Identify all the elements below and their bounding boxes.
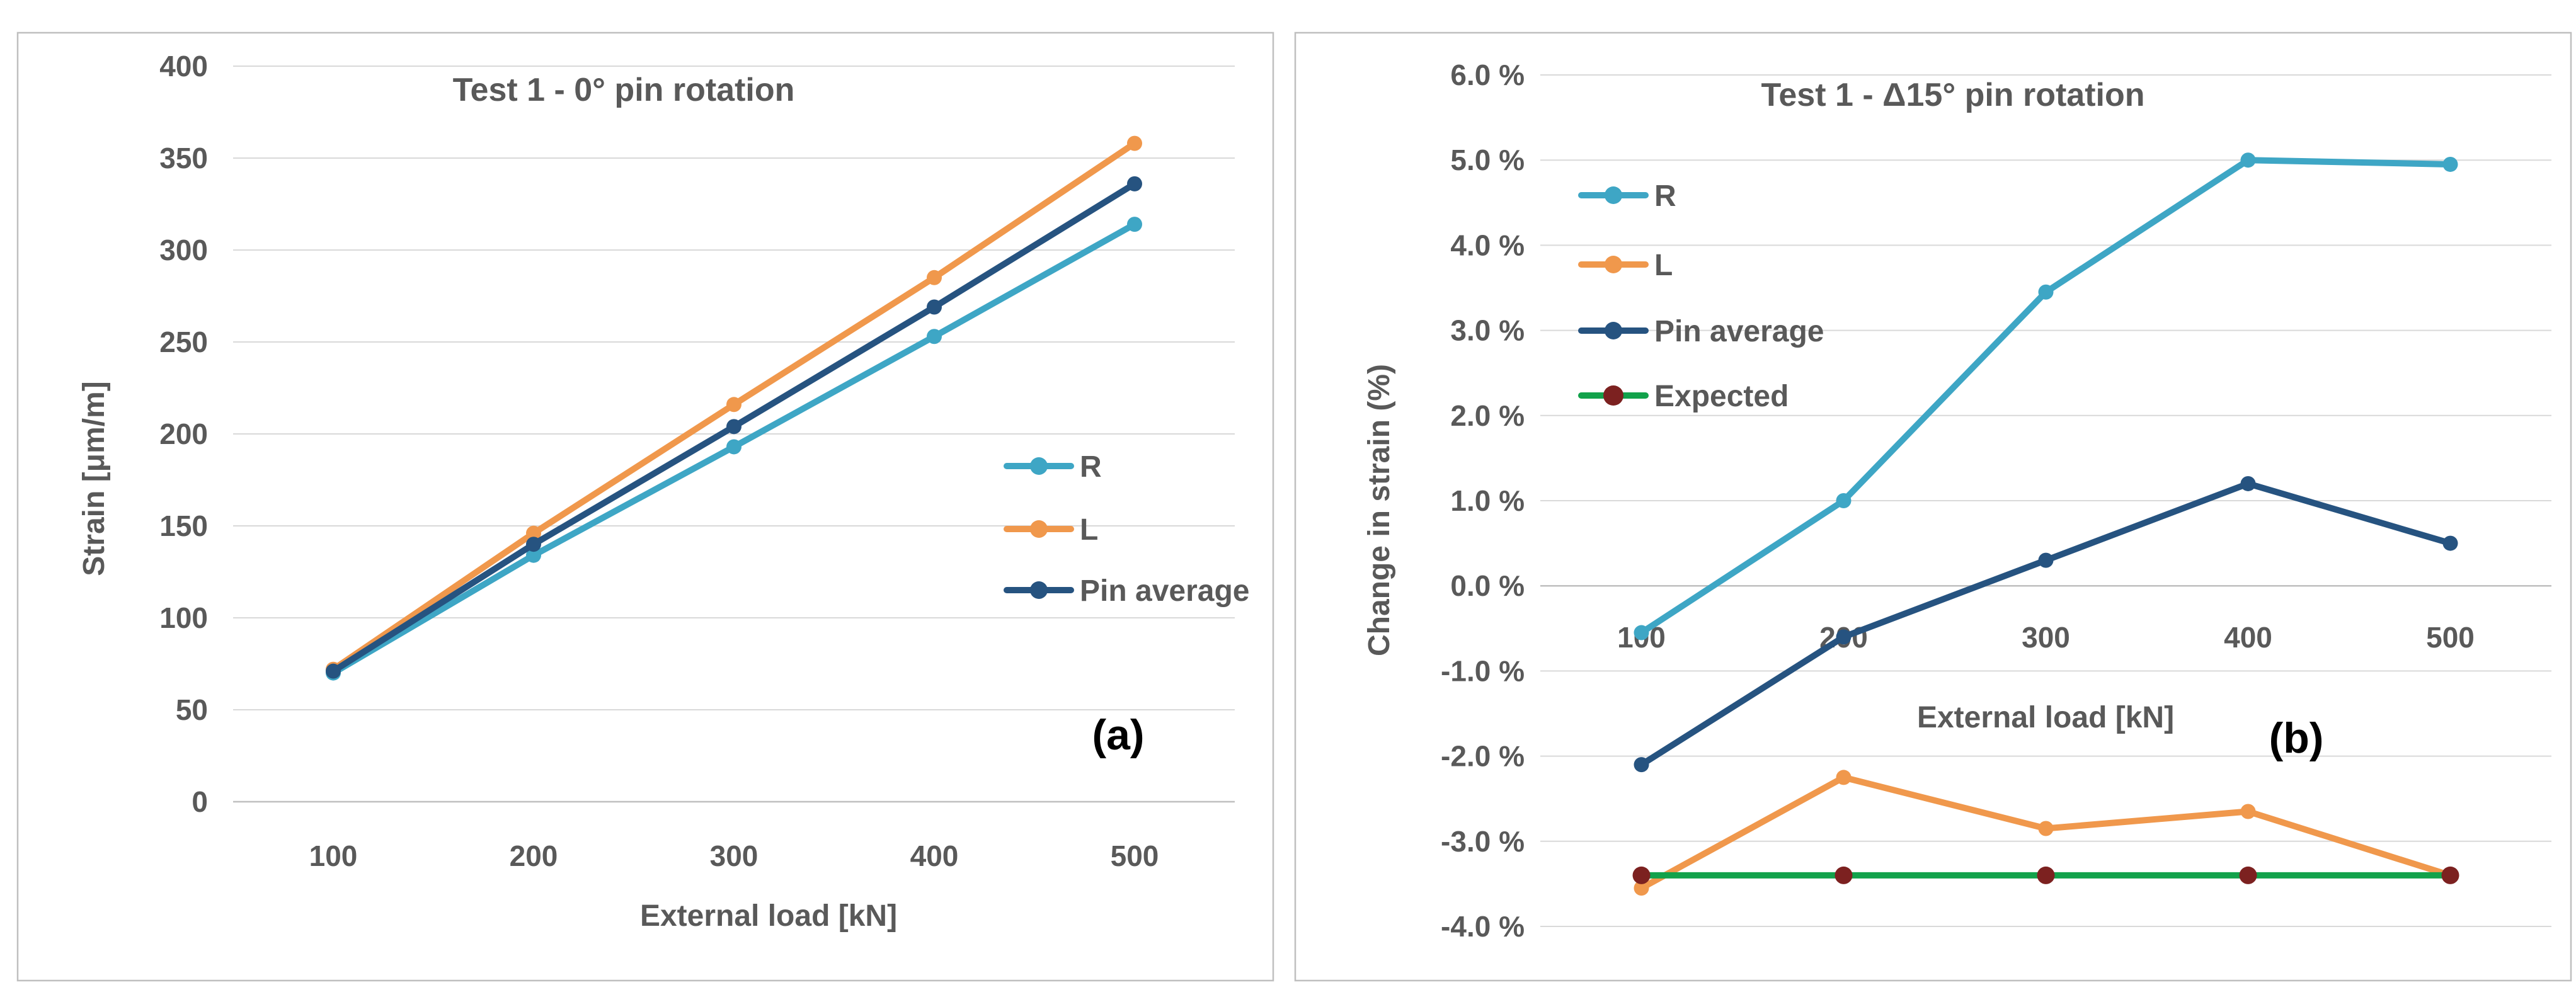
y-axis-tick-label: 5.0 % xyxy=(1450,144,1525,176)
y-axis-tick-label: 150 xyxy=(159,510,208,542)
legend-label: L xyxy=(1654,249,1673,282)
x-axis-tick-label: 100 xyxy=(309,840,358,872)
data-point-pin-average xyxy=(2038,552,2054,568)
data-point-r xyxy=(2442,156,2458,172)
data-point-pin-average xyxy=(526,537,541,552)
x-axis-tick-label: 400 xyxy=(2224,621,2272,654)
data-point-l xyxy=(1127,135,1142,151)
y-axis-tick-label: 3.0 % xyxy=(1450,314,1525,347)
legend-label: R xyxy=(1080,450,1102,484)
x-axis-tick-label: 500 xyxy=(2426,621,2475,654)
legend-marker-swatch xyxy=(1605,186,1622,204)
y-axis-tick-label: 350 xyxy=(159,142,208,174)
y-axis-tick-label: 200 xyxy=(159,418,208,450)
y-axis-tick-label: 0.0 % xyxy=(1450,569,1525,602)
y-axis-tick-label: 0 xyxy=(192,785,208,818)
chart-a-corner-label: (a) xyxy=(1092,711,1144,759)
legend-marker-swatch xyxy=(1605,322,1622,339)
y-axis-tick-label: 300 xyxy=(159,234,208,266)
data-point-r xyxy=(1836,493,1852,508)
data-point-l xyxy=(1836,770,1852,785)
legend-label: Pin average xyxy=(1080,574,1249,608)
chart-panel-border-b xyxy=(1294,31,2572,982)
data-point-l xyxy=(526,525,541,541)
legend-marker-swatch xyxy=(1030,520,1048,538)
y-axis-tick-label: 1.0 % xyxy=(1450,484,1525,517)
legend-label: R xyxy=(1654,179,1676,213)
x-axis-tick-label: 300 xyxy=(2022,621,2070,654)
chart-b-x-axis-title: External load [kN] xyxy=(1917,701,2174,734)
legend-label: L xyxy=(1080,513,1098,547)
legend-marker-swatch xyxy=(1030,581,1048,599)
legend-marker-swatch xyxy=(1603,385,1623,406)
data-point-r xyxy=(726,439,741,455)
data-point-expected xyxy=(2441,866,2459,884)
y-axis-tick-label: 100 xyxy=(159,601,208,634)
y-axis-tick-label: 250 xyxy=(159,326,208,358)
data-point-l xyxy=(1634,880,1649,896)
y-axis-tick-label: -1.0 % xyxy=(1441,654,1525,687)
y-axis-tick-label: -2.0 % xyxy=(1441,740,1525,773)
data-point-r xyxy=(1634,625,1649,640)
y-axis-tick-label: 400 xyxy=(159,50,208,83)
x-axis-tick-label: 300 xyxy=(710,840,758,872)
chart-b-plot-layer: 6.0 % 5.0 % 4.0 % 3.0 % 2.0 % 1.0 % 0.0 % -1.0 … xyxy=(1441,59,2551,943)
data-point-r xyxy=(927,329,942,344)
data-point-r xyxy=(526,547,541,563)
data-point-expected xyxy=(1835,866,1853,884)
x-axis-tick-label: 400 xyxy=(910,840,959,872)
chart-b-corner-label: (b) xyxy=(2269,714,2324,762)
y-axis-tick-label: -4.0 % xyxy=(1441,910,1525,943)
y-axis-tick-label: 2.0 % xyxy=(1450,399,1525,432)
x-axis-tick-label: 200 xyxy=(510,840,558,872)
data-point-pin-average xyxy=(2240,475,2256,491)
y-axis-tick-label: 4.0 % xyxy=(1450,229,1525,261)
data-point-pin-average xyxy=(326,663,341,679)
data-point-pin-average xyxy=(927,299,942,315)
data-point-pin-average xyxy=(1836,629,1852,645)
y-axis-tick-label: -3.0 % xyxy=(1441,825,1525,858)
data-point-pin-average xyxy=(1634,757,1649,773)
data-point-pin-average xyxy=(726,419,741,435)
data-point-r xyxy=(2240,152,2256,168)
legend-marker-swatch xyxy=(1605,256,1622,273)
chart-a-title: Test 1 - 0° pin rotation xyxy=(453,72,795,108)
legend-label: Pin average xyxy=(1654,315,1824,348)
y-axis-tick-label: 50 xyxy=(176,693,208,726)
data-point-expected xyxy=(1632,866,1651,884)
x-axis-tick-label: 500 xyxy=(1111,840,1159,872)
legend-label: Expected xyxy=(1654,380,1789,413)
chart-b-title: Test 1 - Δ15° pin rotation xyxy=(1761,77,2144,113)
data-point-l xyxy=(726,397,741,413)
chart-b-y-axis-title: Change in strain (%) xyxy=(1363,364,1396,656)
data-point-expected xyxy=(2239,866,2257,884)
data-point-pin-average xyxy=(1127,176,1142,191)
data-point-r xyxy=(2038,284,2054,300)
chart-a-x-axis-title: External load [kN] xyxy=(640,899,897,933)
data-point-l xyxy=(927,270,942,285)
data-point-l xyxy=(2038,821,2054,836)
y-axis-tick-label: 6.0 % xyxy=(1450,59,1525,91)
data-point-pin-average xyxy=(2442,535,2458,551)
data-point-l xyxy=(2240,804,2256,819)
chart-a-y-axis-title: Strain [μm/m] xyxy=(77,381,111,576)
data-point-r xyxy=(1127,217,1142,232)
data-point-expected xyxy=(2037,866,2055,884)
legend-marker-swatch xyxy=(1030,457,1048,475)
